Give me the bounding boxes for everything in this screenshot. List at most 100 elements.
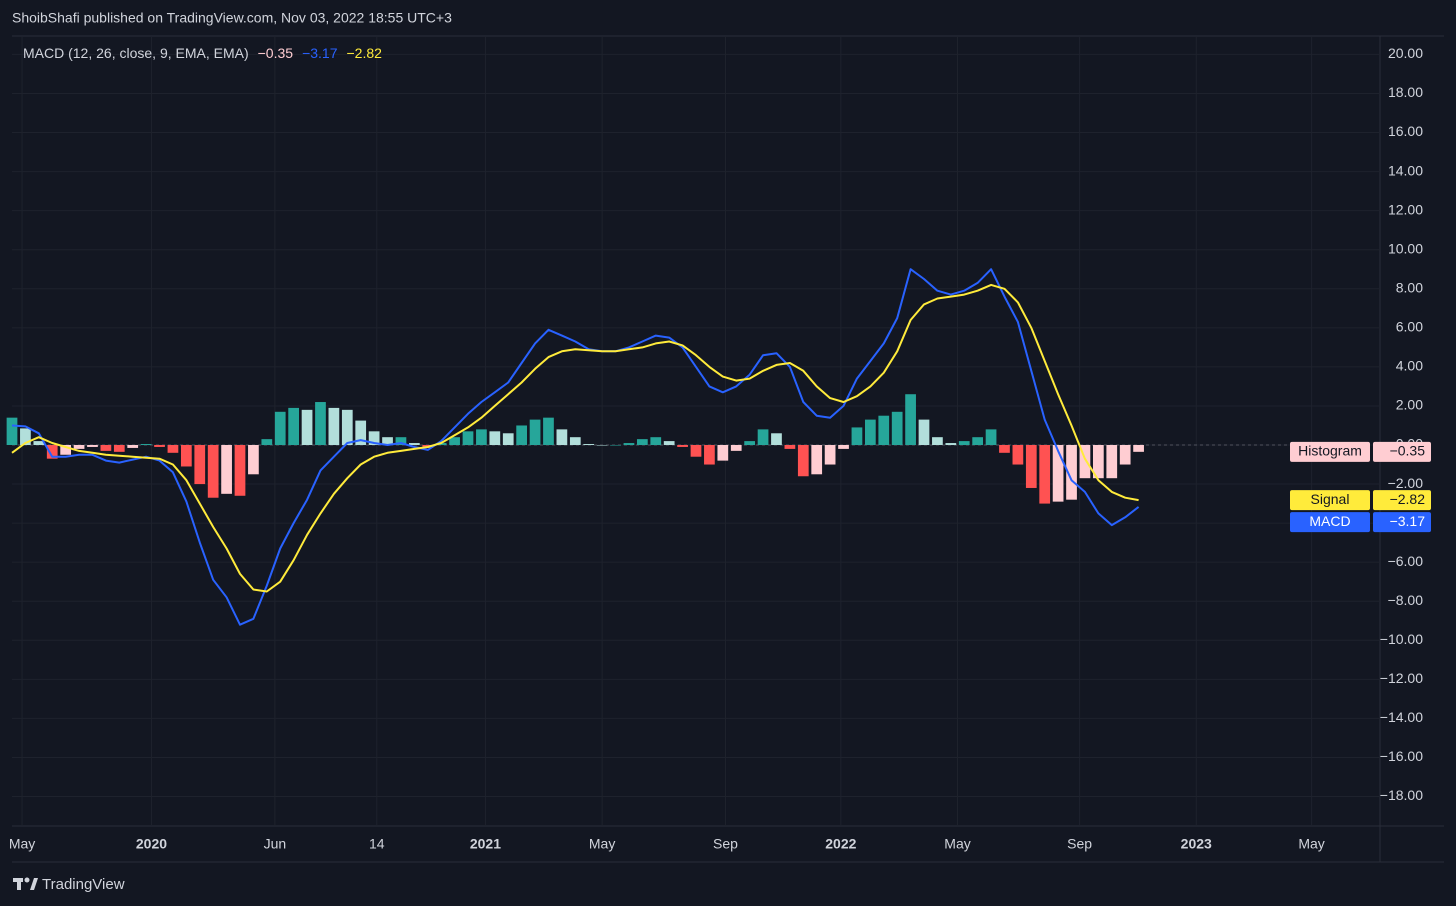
histogram-bar (154, 445, 165, 447)
histogram-bar (395, 437, 407, 445)
badge-value: −0.35 (1390, 443, 1426, 459)
x-tick-label: 2020 (136, 836, 167, 852)
histogram-bar (476, 429, 487, 445)
legend-value: −3.17 (302, 45, 338, 61)
y-tick-label: −8.00 (1388, 592, 1424, 608)
histogram-bar (221, 445, 232, 494)
y-tick-label: 12.00 (1388, 201, 1423, 217)
histogram-bar (489, 431, 501, 445)
histogram-bar (945, 443, 957, 445)
y-tick-label: −14.00 (1380, 709, 1423, 725)
histogram-bar (261, 439, 273, 445)
histogram-bar (46, 445, 58, 459)
histogram-bar (234, 445, 246, 496)
badge-name: Signal (1311, 491, 1350, 507)
y-tick-label: 10.00 (1388, 240, 1423, 256)
x-tick-label: Sep (713, 836, 738, 852)
histogram-bar (288, 407, 300, 445)
histogram-bar (1066, 445, 1077, 500)
histogram-bar (999, 445, 1010, 453)
histogram-bar (127, 445, 139, 448)
histogram-bar (100, 445, 112, 451)
histogram-bar (1039, 445, 1051, 504)
histogram-bar (596, 445, 608, 446)
histogram-bar (248, 445, 259, 475)
histogram-bar (838, 445, 849, 449)
histogram-bar (73, 445, 85, 449)
badge-value-bg (1373, 512, 1431, 533)
histogram-bar (207, 445, 219, 498)
histogram-bar (824, 445, 836, 465)
y-tick-label: 20.00 (1388, 45, 1423, 61)
histogram-bar (328, 407, 340, 445)
histogram-bar (87, 445, 98, 447)
histogram-bar (301, 409, 313, 445)
x-tick-label: 2023 (1181, 836, 1212, 852)
histogram-bar (194, 445, 206, 485)
badge-value: −2.82 (1390, 491, 1426, 507)
histogram-bar (6, 417, 18, 445)
y-tick-label: 14.00 (1388, 162, 1423, 178)
badge-value: −3.17 (1390, 513, 1426, 529)
histogram-bar (636, 439, 648, 445)
x-tick-label: Jun (264, 836, 287, 852)
y-tick-label: 6.00 (1396, 319, 1423, 335)
histogram-bar (677, 445, 688, 447)
histogram-bar (33, 441, 45, 445)
histogram-bar (180, 445, 192, 467)
y-tick-label: −6.00 (1388, 553, 1424, 569)
histogram-bar (449, 437, 460, 445)
histogram-bar (958, 441, 970, 445)
y-tick-label: −12.00 (1380, 670, 1423, 686)
y-tick-label: 8.00 (1396, 279, 1423, 295)
x-tick-label: 2021 (470, 836, 501, 852)
y-tick-label: 2.00 (1396, 397, 1423, 413)
histogram-bar (891, 411, 903, 445)
histogram-bar (757, 429, 769, 445)
histogram-bar (1119, 445, 1131, 465)
histogram-bar (341, 409, 353, 445)
x-tick-label: 14 (369, 836, 385, 852)
histogram-bar (529, 419, 541, 445)
y-tick-label: 18.00 (1388, 84, 1423, 100)
histogram-bar (932, 437, 943, 445)
grid (12, 36, 1380, 826)
x-tick-label: May (9, 836, 35, 852)
histogram-bar (502, 433, 514, 445)
badge-name: MACD (1309, 513, 1350, 529)
histogram-bar (623, 443, 635, 445)
histogram-bar (556, 429, 568, 445)
histogram-bar (918, 419, 930, 445)
histogram-bar (60, 445, 72, 455)
histogram-bar (864, 419, 876, 445)
histogram-bar (1106, 445, 1118, 479)
badge-name-bg (1290, 512, 1370, 533)
tv-logo (13, 877, 38, 890)
logo-part (30, 878, 38, 890)
histogram-bar (663, 441, 675, 445)
y-tick-label: −16.00 (1380, 748, 1423, 764)
histogram-bar (408, 443, 420, 445)
badge-name: Histogram (1298, 443, 1362, 459)
legend-value: −0.35 (258, 45, 294, 61)
indicator-title: MACD (12, 26, close, 9, EMA, EMA) (23, 45, 249, 61)
histogram-bar (985, 429, 997, 445)
y-tick-label: −18.00 (1380, 787, 1423, 803)
x-tick-label: May (589, 836, 615, 852)
histogram-bar (355, 420, 367, 445)
histogram-bar (1052, 445, 1064, 502)
x-tick-label: May (1298, 836, 1324, 852)
y-tick-label: 16.00 (1388, 123, 1423, 139)
histogram-bar (113, 445, 125, 452)
x-tick-label: May (944, 836, 970, 852)
histogram-bar (462, 431, 474, 445)
histogram-bar (704, 445, 715, 465)
histogram-bar (368, 431, 380, 445)
y-tick-label: −2.00 (1388, 475, 1424, 491)
histogram-bar (851, 427, 863, 445)
y-tick-label: 4.00 (1396, 358, 1423, 374)
histogram-bar (717, 445, 729, 461)
x-tick-label: 2022 (825, 836, 856, 852)
